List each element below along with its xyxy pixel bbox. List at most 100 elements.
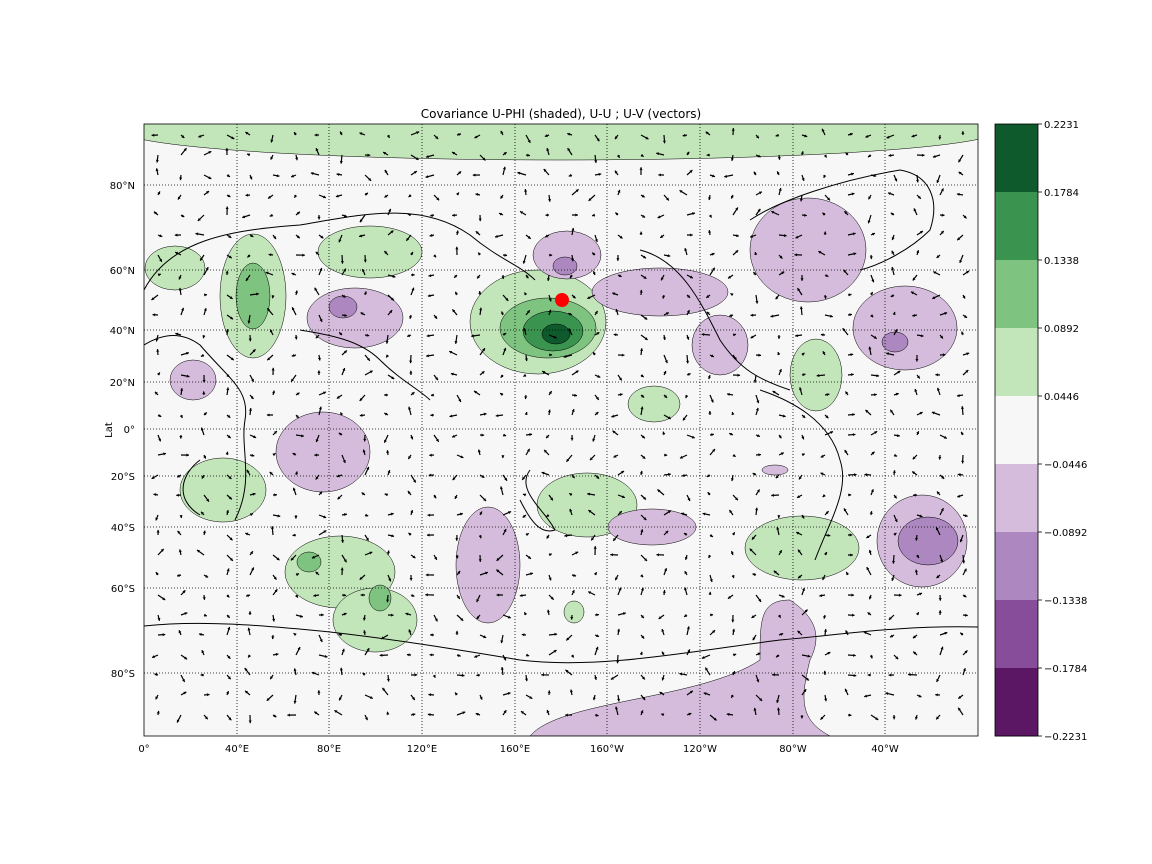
vector-arrowhead [753,707,757,711]
vector-arrowhead [569,508,573,512]
vector-arrowhead [910,291,914,295]
vector-arrowhead [435,136,439,139]
vector-arrowhead [159,234,163,238]
vector-arrowhead [406,237,410,241]
vector-arrowhead [708,410,712,414]
vector-arrowhead [478,252,482,256]
vector-arrowhead [322,195,326,199]
vector-arrowhead [456,192,459,196]
vector-arrowhead [573,573,577,577]
vector-arrowhead [504,253,508,257]
vector-arrowhead [314,711,318,715]
contour-region [169,359,217,401]
vector-arrowhead [155,696,159,700]
vector-arrowhead [295,415,299,419]
vector-arrowhead [615,706,618,710]
vector-arrowhead [181,307,185,311]
coastline [144,622,978,664]
vector-arrowhead [155,572,159,576]
vector-arrowhead [481,371,485,375]
vector-arrowhead [613,454,617,458]
vector-arrowhead [592,697,596,701]
vector-arrowhead [688,712,692,716]
vector-arrowhead [572,295,576,299]
vector-arrowhead [296,392,300,396]
vector-arrowhead [593,352,596,356]
vector-arrowhead [822,577,826,581]
vector-arrowhead [737,373,741,377]
vector-arrowhead [797,630,801,634]
vector-arrowhead [962,295,966,299]
vector-arrowhead [476,599,480,603]
vector-arrowhead [483,412,487,416]
vector-arrowhead [430,413,434,417]
vector-arrowhead [427,713,431,717]
vector-arrowhead [610,676,614,680]
vector-arrowhead [685,395,689,399]
vector-arrowhead [871,232,875,236]
vector-arrowhead [322,391,326,395]
vector-arrowhead [336,474,340,478]
vector-arrowhead [571,258,575,262]
vector-arrowhead [575,370,579,374]
vector-arrowhead [291,378,294,382]
vector-arrowhead [660,235,664,238]
vector-arrowhead [711,252,715,256]
vector-arrowhead [587,296,591,299]
vector-arrowhead [500,640,504,644]
x-tick-label: 80°E [317,744,341,755]
vector-arrowhead [524,678,529,682]
vector-arrowhead [940,230,944,234]
vector-arrowhead [359,576,363,580]
vector-arrowhead [616,258,620,261]
vector-arrowhead [729,314,733,317]
vector-arrowhead [892,311,896,315]
vector-arrowhead [568,173,572,177]
vector-arrowhead [783,234,787,238]
vector-arrowhead [452,151,456,155]
vector-arrowhead [546,435,550,439]
vector-arrowhead [689,170,693,173]
vector-arrowhead [414,673,418,677]
vector-arrowhead [507,615,511,619]
vector-arrowhead [958,171,962,175]
vector-arrowhead [964,650,968,654]
vector-arrowhead [796,531,800,535]
vector-arrowhead [798,575,802,579]
vector-arrowhead [852,433,856,437]
vector-arrowhead [864,473,868,477]
vector-arrowhead [795,334,798,338]
vector-arrowhead [426,155,429,159]
vector-arrowhead [180,388,184,391]
vector-arrowhead [661,677,665,681]
vector-arrowhead [343,350,347,354]
vector-arrowhead [728,275,732,279]
vector-arrowhead [339,332,343,336]
vector-arrowhead [362,268,365,272]
vector-arrowhead [566,637,570,641]
vector-arrowhead [731,195,734,199]
vector-arrowhead [367,153,371,157]
vector-arrowhead [730,293,734,297]
colorbar-band [995,464,1038,533]
vector-arrowhead [876,374,880,378]
vector-arrowhead [777,156,781,160]
vector-arrowhead [295,594,298,598]
vector-arrowhead [314,287,318,291]
vector-arrowhead [592,271,596,275]
vector-arrowhead [475,193,479,197]
vector-arrowhead [546,278,550,281]
vector-arrowhead [750,313,754,317]
vector-arrowhead [269,471,273,475]
contour-region [897,516,959,566]
vector-arrowhead [965,613,968,617]
vector-arrowhead [339,667,343,671]
vector-arrowhead [701,332,705,337]
vector-arrowhead [567,148,571,152]
vector-arrowhead [844,449,848,453]
covariance-contours [144,124,978,736]
chart-title: Covariance U-PHI (shaded), U-U ; U-V (ve… [421,107,701,121]
vector-arrowhead [294,290,298,294]
vector-arrowhead [664,360,668,364]
vector-arrowhead [310,172,314,176]
